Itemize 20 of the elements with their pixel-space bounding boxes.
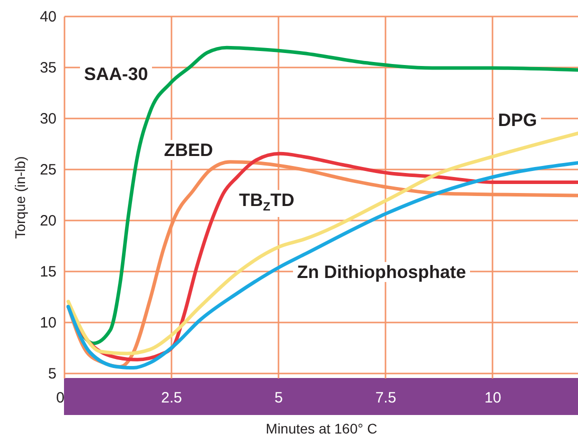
series-label: SAA-30: [80, 64, 152, 84]
x-tick-label: 7.5: [375, 390, 396, 406]
y-tick-label: 35: [40, 59, 56, 76]
series-label: DPG: [494, 110, 542, 130]
y-axis-title: Torque (in-lb): [12, 156, 28, 239]
series-label: TB$_{Z}$TD: [235, 190, 298, 217]
series-label: Zn Dithiophosphate: [293, 262, 470, 282]
x-tick-label: 10: [484, 390, 502, 406]
y-tick-label: 40: [40, 8, 56, 26]
y-tick-label: 5: [48, 365, 56, 382]
x-axis-title: Minutes at 160° C: [266, 420, 378, 436]
series-label: ZBED: [160, 140, 217, 160]
y-tick-label: 15: [40, 263, 56, 280]
y-tick-label: 25: [40, 161, 56, 178]
x-tick-label: 5: [274, 390, 283, 406]
y-tick-label: 10: [40, 314, 56, 332]
y-tick-label: 30: [40, 110, 56, 128]
y-tick-label: 20: [40, 212, 56, 230]
x-tick-label: 2.5: [161, 390, 182, 406]
x-tick-label: 0: [56, 390, 64, 406]
